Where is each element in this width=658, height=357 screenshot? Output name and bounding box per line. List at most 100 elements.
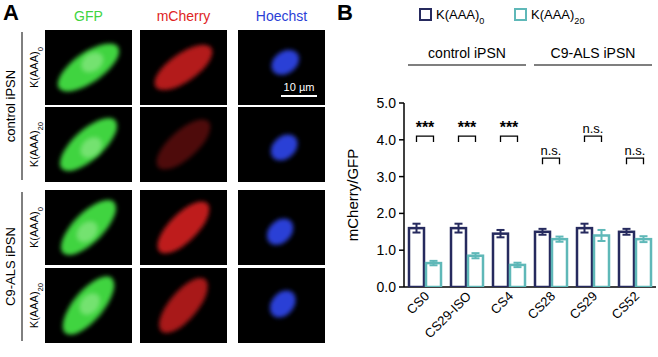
- row-group-label: control iPSN: [3, 70, 18, 142]
- legend-swatch: [515, 9, 526, 20]
- y-tick: [399, 249, 404, 251]
- channel-header: Hoechst: [256, 8, 307, 24]
- label-sub: 0: [479, 16, 484, 26]
- cell-group: [262, 213, 299, 250]
- error-cap: [623, 228, 631, 230]
- error-line: [458, 224, 460, 233]
- label-sub: 0: [36, 47, 45, 51]
- error-bar: [598, 230, 606, 241]
- bar: [594, 235, 609, 287]
- image-background: [238, 268, 325, 343]
- error-bar: [623, 229, 631, 235]
- error-cap: [455, 232, 463, 234]
- error-cap: [640, 241, 648, 243]
- bracket-line: [501, 136, 518, 142]
- category-label: CS29-ISO: [422, 289, 475, 342]
- error-bar: [556, 237, 564, 242]
- cell-mcherry: [149, 111, 218, 177]
- panel-label: A: [3, 0, 19, 25]
- image-background: [238, 107, 325, 182]
- category-label: CS52: [609, 289, 643, 323]
- significance-label: n.s.: [625, 143, 646, 158]
- scale-bar: [281, 95, 317, 97]
- image-background: [140, 107, 227, 182]
- y-tick: [399, 286, 404, 288]
- error-line: [500, 230, 502, 237]
- row-label: K(AAA)0: [28, 207, 45, 248]
- legend-label: K(AAA)20: [531, 7, 584, 26]
- error-cap: [514, 262, 522, 264]
- cell-gfp: [52, 109, 126, 179]
- cell-group: [150, 194, 218, 262]
- error-bar: [497, 230, 505, 237]
- row-group-label: C9-ALS iPSN: [3, 227, 18, 306]
- label-main: K(AAA): [436, 7, 479, 22]
- bracket-line: [543, 158, 560, 164]
- cell-group: [265, 285, 301, 322]
- category-label: CS28: [525, 289, 559, 323]
- cell-mcherry: [150, 194, 218, 262]
- y-tick: [399, 213, 404, 215]
- error-bar: [514, 263, 522, 267]
- error-cap: [623, 234, 631, 236]
- channel-header: mCherry: [157, 8, 211, 24]
- bracket-line: [417, 136, 434, 142]
- y-tick-label: 5.0: [377, 95, 397, 111]
- error-line: [584, 224, 586, 233]
- significance-label: ***: [416, 119, 435, 136]
- significance-bracket: [585, 136, 602, 142]
- error-line: [416, 224, 418, 233]
- y-tick-label: 3.0: [377, 169, 397, 185]
- error-bar: [455, 224, 463, 233]
- error-cap: [581, 232, 589, 234]
- bar: [493, 234, 508, 287]
- bar: [636, 239, 651, 287]
- bar: [468, 256, 483, 287]
- cell-group: [54, 268, 123, 342]
- bar: [426, 263, 441, 287]
- group-label: control iPSN: [428, 45, 506, 61]
- cell-group: [148, 37, 220, 99]
- error-cap: [514, 266, 522, 268]
- image-background: [140, 190, 227, 265]
- image-background: [45, 30, 132, 105]
- cell-group: [52, 191, 124, 263]
- error-cap: [455, 223, 463, 225]
- bar: [510, 265, 525, 287]
- error-cap: [430, 260, 438, 262]
- cell-mcherry: [151, 270, 216, 340]
- legend-label: K(AAA)0: [436, 7, 484, 26]
- error-cap: [640, 235, 648, 237]
- image-background: [140, 268, 227, 343]
- error-cap: [598, 240, 606, 242]
- label-sub: 20: [36, 283, 45, 292]
- y-tick: [399, 176, 404, 178]
- y-tick-label: 2.0: [377, 205, 397, 221]
- label-main: K(AAA): [531, 7, 574, 22]
- group-bracket: [22, 32, 23, 180]
- nucleus: [266, 129, 303, 165]
- error-bar: [413, 224, 421, 233]
- image-background: [45, 190, 132, 265]
- label-main: K(AAA): [28, 130, 40, 167]
- significance-label: n.s.: [541, 143, 562, 158]
- category-label: CS4: [488, 289, 516, 317]
- bar: [409, 228, 424, 287]
- label-sub: 20: [36, 122, 45, 131]
- scale-bar-label: 10 µm: [284, 81, 315, 93]
- bar: [552, 239, 567, 287]
- row-label: K(AAA)0: [28, 47, 45, 88]
- label-sub: 0: [36, 207, 45, 211]
- y-tick: [399, 102, 404, 104]
- row-label: K(AAA)20: [28, 283, 45, 328]
- bar: [619, 232, 634, 287]
- group-label: C9-ALS iPSN: [551, 45, 636, 61]
- error-cap: [556, 241, 564, 243]
- row-label: K(AAA)20: [28, 122, 45, 167]
- error-cap: [539, 234, 547, 236]
- category-label: CS0: [404, 289, 432, 317]
- error-bar: [640, 236, 648, 242]
- y-axis-label: mCherry/GFP: [344, 149, 361, 242]
- significance-bracket: [543, 158, 560, 164]
- y-tick: [399, 139, 404, 141]
